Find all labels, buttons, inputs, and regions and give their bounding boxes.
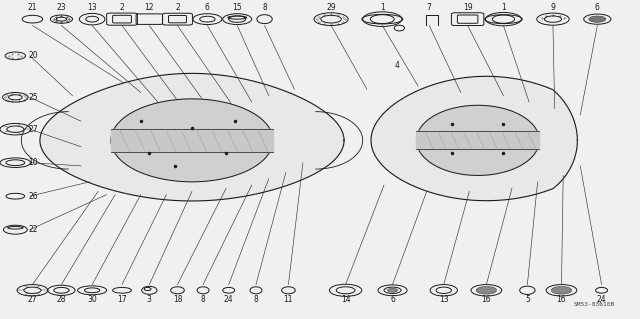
Text: 17: 17 (117, 295, 127, 304)
Text: 6: 6 (205, 4, 210, 12)
Circle shape (476, 286, 497, 294)
Text: 25: 25 (28, 93, 38, 102)
Text: 24: 24 (224, 295, 234, 304)
Text: 27: 27 (28, 295, 37, 304)
Text: 8: 8 (201, 295, 205, 304)
Text: 22: 22 (28, 225, 38, 234)
Text: 10: 10 (28, 158, 38, 167)
Text: 13: 13 (439, 295, 449, 304)
Text: 13: 13 (87, 4, 97, 12)
Text: 19: 19 (463, 4, 472, 12)
Text: 20: 20 (28, 51, 38, 60)
Text: 14: 14 (340, 295, 351, 304)
Polygon shape (111, 99, 273, 182)
Text: 16: 16 (557, 295, 566, 304)
Text: 26: 26 (28, 192, 38, 201)
Text: 24: 24 (596, 295, 607, 304)
Text: 9: 9 (550, 4, 556, 12)
Text: 1: 1 (380, 4, 385, 12)
Text: 18: 18 (173, 295, 182, 304)
Text: 8: 8 (253, 295, 259, 304)
Text: 11: 11 (284, 295, 293, 304)
Polygon shape (40, 73, 344, 201)
Text: 23: 23 (56, 4, 67, 12)
Polygon shape (417, 105, 540, 175)
Text: 7: 7 (427, 4, 431, 12)
Text: 27: 27 (28, 125, 38, 134)
Text: 8: 8 (262, 4, 267, 12)
Text: 2: 2 (120, 4, 124, 12)
Circle shape (551, 286, 572, 294)
Text: 21: 21 (28, 4, 37, 12)
Text: 6: 6 (595, 4, 600, 12)
Text: 5: 5 (525, 295, 530, 304)
Text: 29: 29 (326, 4, 336, 12)
Text: 15: 15 (232, 4, 242, 12)
Text: SM53-83610B: SM53-83610B (573, 302, 614, 307)
Circle shape (387, 288, 397, 292)
Text: 28: 28 (57, 295, 66, 304)
Text: 12: 12 (145, 4, 154, 12)
Text: 30: 30 (87, 295, 97, 304)
Text: 2: 2 (175, 4, 180, 12)
Polygon shape (371, 76, 577, 201)
Text: 3: 3 (147, 295, 152, 304)
Circle shape (589, 16, 606, 22)
Text: 16: 16 (481, 295, 492, 304)
Text: 4: 4 (394, 61, 399, 70)
Text: 6: 6 (390, 295, 395, 304)
Text: 1: 1 (501, 4, 506, 12)
